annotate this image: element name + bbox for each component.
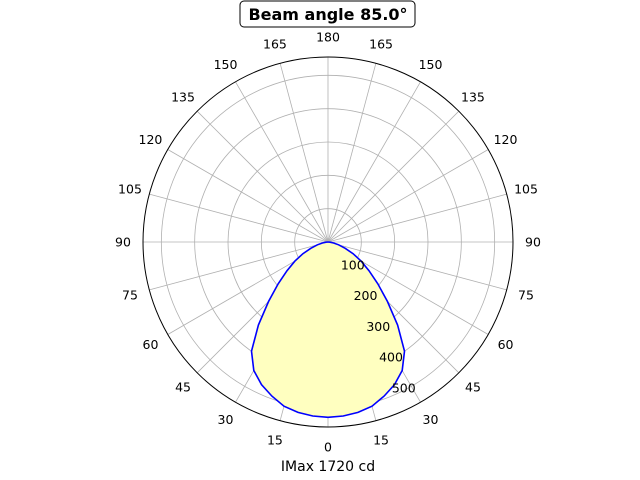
angle-tick-label: 150 [214,57,238,72]
angle-tick-label: 0 [324,440,332,455]
angular-gridline [167,149,329,243]
radial-tick-label: 300 [366,319,390,334]
angle-tick-label: 15 [267,433,283,448]
angle-tick-label: 30 [423,412,439,427]
angle-tick-label: 150 [419,57,443,72]
angular-gridline [327,81,421,243]
radial-tick-label: 200 [354,288,378,303]
angle-tick-label: 60 [143,337,159,352]
angular-gridline [327,110,460,243]
angular-gridline [149,241,329,291]
angle-tick-label: 180 [316,30,340,45]
angular-gridline [327,193,507,243]
outer-spine [142,56,514,428]
angle-tick-label: 90 [525,235,541,250]
angle-tick-label: 120 [139,132,163,147]
angle-tick-label: 135 [461,90,485,105]
intensity-fill [251,242,405,418]
angular-gridline [279,63,329,243]
angular-gridline [196,110,329,243]
radial-tick-label: 500 [392,380,416,395]
angular-gridline [327,149,489,243]
angle-tick-label: 45 [175,379,191,394]
angle-tick-label: 60 [498,337,514,352]
x-axis-label: IMax 1720 cd [281,459,375,475]
angle-tick-label: 75 [518,288,534,303]
chart-title: Beam angle 85.0° [248,5,407,24]
angle-tick-label: 30 [218,412,234,427]
title-box: Beam angle 85.0° [239,0,416,28]
angle-tick-label: 90 [115,235,131,250]
angular-gridline [235,81,329,243]
angle-tick-label: 165 [263,36,287,51]
angle-tick-label: 75 [122,288,138,303]
angular-gridline [327,241,507,291]
angle-tick-label: 120 [494,132,518,147]
angle-tick-label: 135 [171,90,195,105]
angular-gridline [327,63,377,243]
angle-tick-label: 105 [118,181,142,196]
angle-tick-label: 45 [465,379,481,394]
intensity-curve [250,241,406,419]
angle-tick-label: 105 [514,181,538,196]
angular-gridline [149,193,329,243]
angle-tick-label: 15 [373,433,389,448]
angle-tick-label: 165 [369,36,393,51]
radial-tick-label: 400 [379,350,403,365]
radial-tick-label: 100 [341,257,365,272]
